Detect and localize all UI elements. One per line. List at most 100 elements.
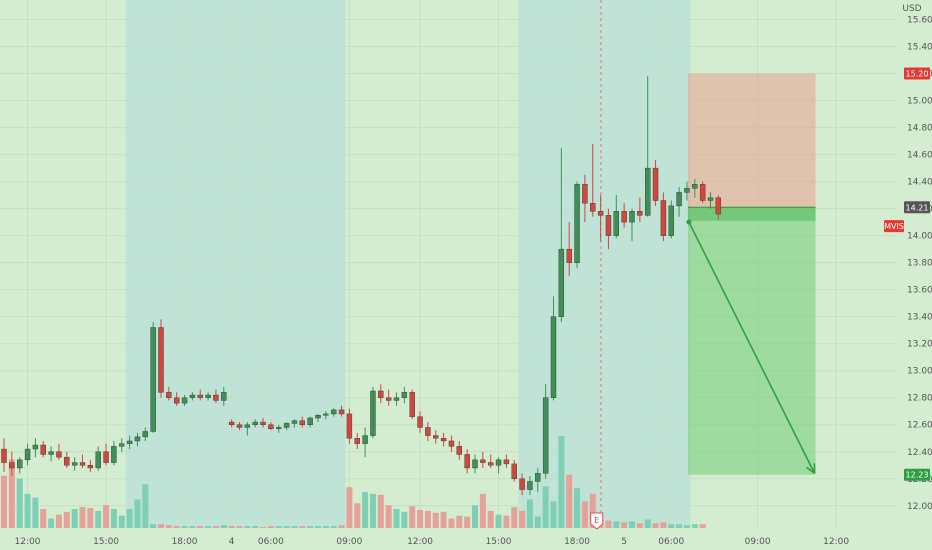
candle[interactable] bbox=[456, 440, 462, 460]
arrow-shaft[interactable] bbox=[688, 221, 816, 474]
candle[interactable] bbox=[299, 416, 305, 428]
candle[interactable] bbox=[448, 435, 455, 452]
candle[interactable] bbox=[511, 459, 517, 482]
candle[interactable] bbox=[166, 386, 172, 401]
candle[interactable] bbox=[134, 432, 141, 447]
candle[interactable] bbox=[1, 438, 7, 473]
candle[interactable] bbox=[715, 195, 722, 220]
candle[interactable] bbox=[692, 178, 698, 198]
candle[interactable] bbox=[268, 422, 274, 431]
price-axis[interactable]: USD 12.0012.2012.4012.6012.8013.0013.201… bbox=[896, 0, 932, 550]
candle[interactable] bbox=[173, 392, 180, 406]
candle[interactable] bbox=[221, 386, 227, 406]
candle[interactable] bbox=[621, 203, 627, 228]
candle[interactable] bbox=[472, 454, 478, 474]
candle[interactable] bbox=[126, 435, 133, 450]
candle[interactable] bbox=[150, 322, 156, 433]
time-axis[interactable]: 12:00 15:00 18:00 4 06:00 09:00 12:00 15:00 18:0… bbox=[15, 537, 850, 547]
candle[interactable] bbox=[142, 427, 149, 441]
candle[interactable] bbox=[315, 413, 321, 423]
candle[interactable] bbox=[158, 319, 164, 398]
candle[interactable] bbox=[409, 389, 415, 420]
candle[interactable] bbox=[283, 422, 290, 431]
candle[interactable] bbox=[370, 386, 376, 439]
candle[interactable] bbox=[699, 181, 706, 204]
candle[interactable] bbox=[252, 419, 258, 428]
candle[interactable] bbox=[440, 432, 447, 447]
candle[interactable] bbox=[24, 443, 31, 466]
candle[interactable] bbox=[637, 197, 643, 223]
candle[interactable] bbox=[87, 459, 94, 473]
candle[interactable] bbox=[181, 395, 188, 406]
candle[interactable] bbox=[32, 438, 39, 458]
arrow-handle[interactable] bbox=[686, 219, 692, 225]
candle[interactable] bbox=[323, 411, 329, 420]
candle[interactable] bbox=[629, 208, 635, 242]
stop-loss-zone[interactable] bbox=[687, 73, 816, 208]
candle[interactable] bbox=[307, 416, 313, 428]
candle[interactable] bbox=[213, 389, 219, 404]
candle[interactable] bbox=[558, 147, 565, 323]
earnings-badge[interactable] bbox=[590, 512, 604, 530]
candle[interactable] bbox=[480, 451, 486, 468]
candle[interactable] bbox=[645, 76, 651, 217]
candle[interactable] bbox=[652, 159, 659, 206]
candle[interactable] bbox=[668, 200, 674, 239]
candle[interactable] bbox=[464, 449, 470, 474]
candle[interactable] bbox=[574, 181, 580, 269]
candle[interactable] bbox=[676, 187, 682, 217]
candle[interactable] bbox=[378, 384, 384, 404]
candle[interactable] bbox=[48, 446, 54, 462]
candle[interactable] bbox=[119, 438, 125, 452]
candle[interactable] bbox=[71, 457, 78, 471]
candle[interactable] bbox=[260, 417, 266, 428]
candle[interactable] bbox=[331, 408, 337, 417]
candle[interactable] bbox=[393, 392, 400, 406]
candle[interactable] bbox=[338, 405, 345, 417]
candle[interactable] bbox=[597, 195, 604, 242]
candle[interactable] bbox=[542, 384, 549, 479]
candle[interactable] bbox=[590, 143, 596, 217]
candle[interactable] bbox=[660, 192, 667, 242]
candle[interactable] bbox=[417, 411, 423, 433]
candle[interactable] bbox=[9, 451, 15, 477]
candle[interactable] bbox=[519, 473, 525, 495]
candle[interactable] bbox=[566, 222, 572, 277]
candle[interactable] bbox=[111, 440, 117, 466]
short-position-tool[interactable] bbox=[687, 73, 816, 475]
candle[interactable] bbox=[582, 174, 588, 223]
candle[interactable] bbox=[79, 454, 86, 468]
candle[interactable] bbox=[488, 454, 494, 468]
candle[interactable] bbox=[95, 446, 101, 471]
candle[interactable] bbox=[425, 422, 431, 441]
candle[interactable] bbox=[401, 386, 408, 404]
candle[interactable] bbox=[228, 419, 235, 428]
candle[interactable] bbox=[64, 451, 70, 468]
candle[interactable] bbox=[495, 457, 502, 474]
candle[interactable] bbox=[613, 195, 619, 239]
candle[interactable] bbox=[385, 389, 392, 406]
candle[interactable] bbox=[189, 392, 196, 401]
candle[interactable] bbox=[236, 422, 243, 431]
earnings-marker[interactable]: E bbox=[590, 512, 604, 530]
candle[interactable] bbox=[205, 392, 211, 401]
candle[interactable] bbox=[103, 443, 109, 466]
candle[interactable] bbox=[527, 476, 533, 495]
candle[interactable] bbox=[56, 443, 62, 460]
candle[interactable] bbox=[707, 192, 714, 209]
candle[interactable] bbox=[197, 389, 203, 401]
candle[interactable] bbox=[40, 440, 46, 458]
candle[interactable] bbox=[605, 208, 612, 250]
projection-arrow[interactable] bbox=[686, 219, 816, 475]
candle[interactable] bbox=[362, 427, 368, 458]
candle[interactable] bbox=[244, 422, 251, 436]
profit-target-zone[interactable] bbox=[687, 207, 816, 475]
candle[interactable] bbox=[433, 430, 439, 444]
candle[interactable] bbox=[535, 467, 541, 493]
candle[interactable] bbox=[346, 408, 353, 444]
candle[interactable] bbox=[550, 296, 557, 401]
candle[interactable] bbox=[276, 424, 282, 433]
candle[interactable] bbox=[684, 181, 690, 201]
